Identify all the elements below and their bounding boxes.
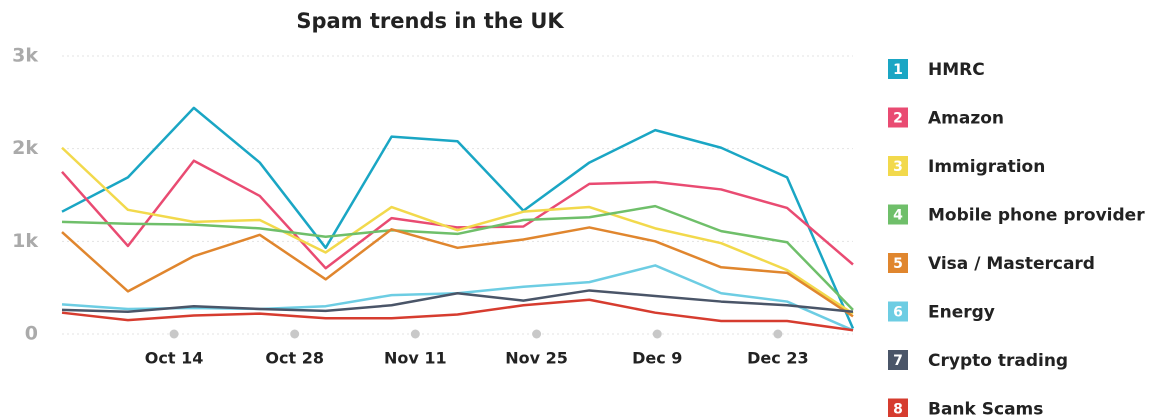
legend-number: 6 xyxy=(893,305,903,321)
x-tick-dot xyxy=(532,329,542,339)
x-tick-label: Nov 11 xyxy=(384,349,447,368)
legend-swatch xyxy=(888,398,908,417)
series-line xyxy=(61,226,854,318)
x-tick-dot xyxy=(169,329,179,339)
series-line xyxy=(61,289,854,314)
legend-label: Energy xyxy=(928,303,995,323)
legend-swatch xyxy=(888,253,908,273)
y-tick-label: 0 xyxy=(25,323,38,345)
x-tick-dot xyxy=(410,329,420,339)
legend-label: Crypto trading xyxy=(928,351,1068,371)
legend-number: 4 xyxy=(893,208,903,224)
y-tick-label: 2k xyxy=(12,137,38,159)
x-tick-dot xyxy=(652,329,662,339)
legend-label: HMRC xyxy=(928,60,985,80)
x-tick-label: Oct 28 xyxy=(265,349,324,368)
legend-number: 8 xyxy=(893,402,903,417)
x-tick-dot xyxy=(290,329,300,339)
legend-swatch xyxy=(888,156,908,176)
y-tick-label: 3k xyxy=(12,45,38,67)
legend-swatch xyxy=(888,350,908,370)
legend-label: Amazon xyxy=(928,109,1004,129)
legend-number: 5 xyxy=(893,256,903,272)
chart-title: Spam trends in the UK xyxy=(296,9,564,33)
x-tick-label: Dec 23 xyxy=(747,349,808,368)
legend-swatch xyxy=(888,301,908,322)
legend-label: Mobile phone provider xyxy=(928,206,1145,226)
series-line xyxy=(61,298,854,332)
legend-label: Bank Scams xyxy=(928,400,1043,417)
legend-swatch xyxy=(888,59,908,79)
legend-number: 7 xyxy=(893,353,903,369)
y-tick-label: 1k xyxy=(12,230,38,252)
series-line xyxy=(61,204,854,311)
series-line xyxy=(61,146,854,315)
legend-swatch xyxy=(888,204,908,225)
legend-label: Visa / Mastercard xyxy=(928,254,1095,274)
x-tick-label: Oct 14 xyxy=(145,349,204,368)
legend-swatch xyxy=(888,107,908,128)
legend-number: 3 xyxy=(893,159,903,175)
series-line xyxy=(61,159,854,270)
x-tick-label: Nov 25 xyxy=(505,349,568,368)
legend-label: Immigration xyxy=(928,157,1045,177)
legend-number: 2 xyxy=(893,111,903,127)
legend-number: 1 xyxy=(893,62,903,78)
x-tick-label: Dec 9 xyxy=(632,349,682,368)
series-line xyxy=(61,106,855,329)
x-tick-dot xyxy=(773,329,783,339)
